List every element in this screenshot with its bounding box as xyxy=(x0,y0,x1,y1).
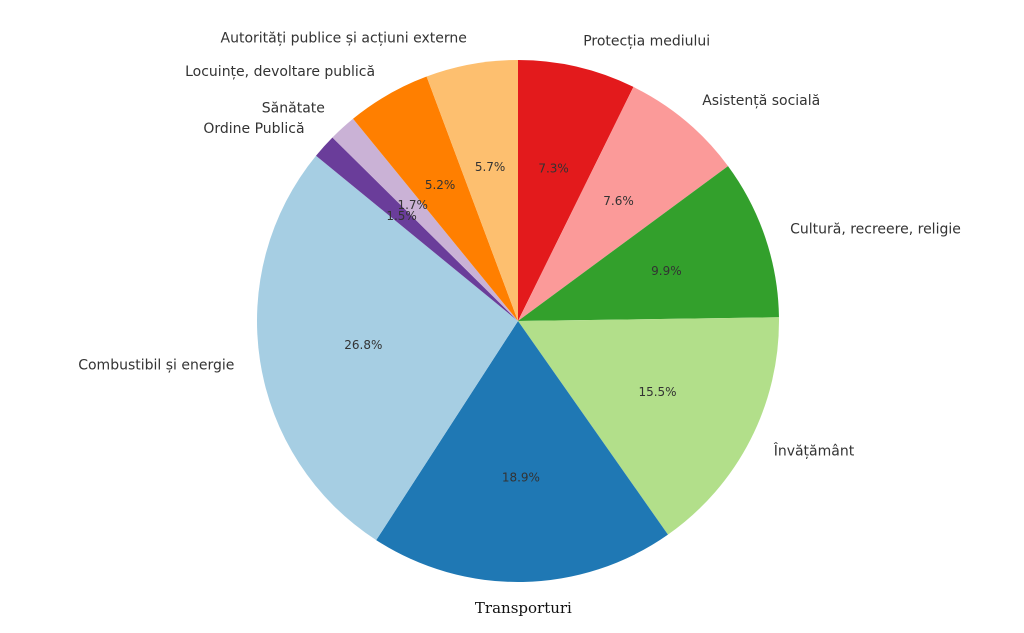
pct-label-protectia-mediului: 7.3% xyxy=(538,162,569,176)
pct-label-ordine-publica: 1.5% xyxy=(386,209,417,223)
pie-slice-invatamant xyxy=(518,317,779,535)
pct-label-invatamant: 15.5% xyxy=(638,385,676,399)
pie-slice-ordine-publica xyxy=(316,137,518,321)
pie-slice-autoritati-publice-si-actiuni-externe xyxy=(426,60,518,321)
category-label-invatamant: Învățământ xyxy=(773,442,855,460)
pct-label-sanatate: 1.7% xyxy=(397,198,428,212)
pct-label-asistenta-sociala: 7.6% xyxy=(603,194,634,208)
category-label-cultura-recreere-religie: Cultură, recreere, religie xyxy=(790,221,961,237)
pie-slice-sanatate xyxy=(332,118,518,322)
pie-slice-combustibil-si-energie xyxy=(256,155,518,541)
pie-slice-locuinte-devoltare-publica xyxy=(353,76,518,321)
category-label-autoritati-publice-si-actiuni-externe: Autorități publice și acțiuni externe xyxy=(221,31,467,47)
category-label-asistenta-sociala: Asistență socială xyxy=(702,93,820,109)
category-label-ordine-publica: Ordine Publică xyxy=(203,121,304,137)
category-label-protectia-mediului: Protecția mediului xyxy=(583,33,710,49)
pie-slice-cultura-recreere-religie xyxy=(518,166,779,321)
category-label-locuinte-devoltare-publica: Locuințe, devoltare publică xyxy=(185,64,375,80)
pct-label-autoritati-publice-si-actiuni-externe: 5.7% xyxy=(475,160,506,174)
pct-label-combustibil-si-energie: 26.8% xyxy=(344,338,382,352)
pct-label-cultura-recreere-religie: 9.9% xyxy=(651,264,682,278)
pct-label-transporturi: 18.9% xyxy=(502,471,540,485)
pie-slices xyxy=(256,60,779,583)
pie-slice-protectia-mediului xyxy=(518,60,634,321)
category-label-combustibil-si-energie: Combustibil și energie xyxy=(78,357,234,373)
pie-slice-transporturi xyxy=(376,321,668,583)
pie-slice-asistenta-sociala xyxy=(518,86,729,321)
category-label-sanatate: Sănătate xyxy=(262,101,325,117)
category-labels: Protecția mediului Asistență socială Cultu… xyxy=(78,31,961,618)
pct-label-locuinte-devoltare-publica: 5.2% xyxy=(425,178,456,192)
category-label-transporturi: Transporturi xyxy=(475,599,572,617)
percentage-labels: 7.3% 7.6% 9.9% 15.5% 18.9% 26.8% 1.5%1.7% 5.2% 5… xyxy=(344,160,681,485)
